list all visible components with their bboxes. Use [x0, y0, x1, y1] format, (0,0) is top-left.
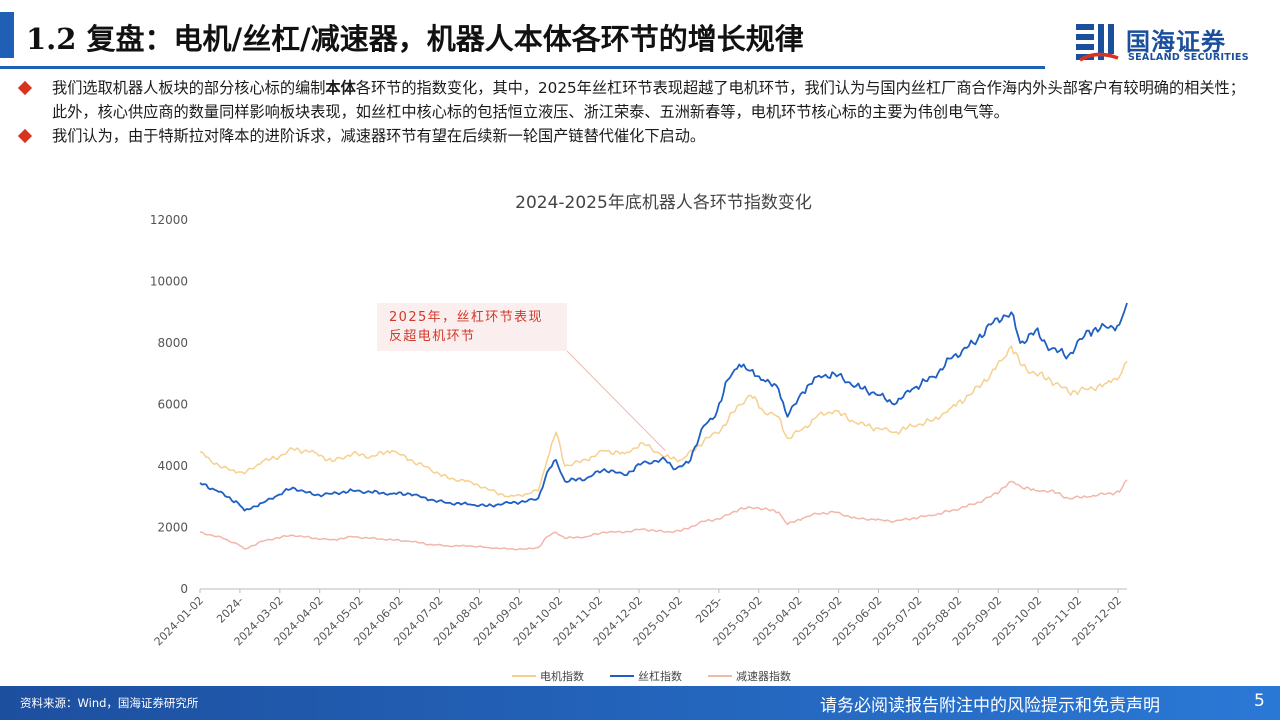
bullet-1-text-a: 我们选取机器人板块的部分核心标的编制 [52, 79, 326, 97]
bullet-item-2: 我们认为，由于特斯拉对降本的进阶诉求，减速器环节有望在后续新一轮国产链替代催化下… [17, 124, 1258, 148]
footer-source: 资料来源：Wind，国海证券研究所 [20, 696, 199, 710]
y-tick-label: 8000 [157, 336, 188, 350]
bullet-item-1: 我们选取机器人板块的部分核心标的编制本体各环节的指数变化，其中，2025年丝杠环… [17, 76, 1258, 124]
chart-annotation: 2025年，丝杠环节表现 反超电机环节 [377, 303, 567, 351]
bullet-diamond-icon [17, 80, 33, 96]
legend-label-2: 丝杠指数 [638, 669, 682, 683]
series-line-2 [199, 302, 1128, 512]
footer-bar: 资料来源：Wind，国海证券研究所 请务必阅读报告附注中的风险提示和免责声明 5 [0, 686, 1280, 720]
title-bar: 1.2 复盘：电机/丝杠/减速器，机器人本体各环节的增长规律 [0, 0, 1280, 72]
y-tick-label: 10000 [150, 275, 188, 289]
sealand-logo-icon [1076, 24, 1119, 62]
y-tick-label: 12000 [150, 213, 188, 227]
y-tick-label: 2000 [157, 521, 188, 535]
annotation-leader-line [566, 350, 666, 452]
logo-name-cn: 国海证券 [1126, 28, 1226, 56]
chart-title: 2024-2025年底机器人各环节指数变化 [515, 193, 812, 213]
y-tick-label: 4000 [157, 459, 188, 473]
legend-label-1: 电机指数 [540, 669, 584, 683]
footer-disclaimer: 请务必阅读报告附注中的风险提示和免责声明 [820, 696, 1160, 716]
y-tick-label: 6000 [157, 398, 188, 412]
bullet-diamond-icon [17, 128, 33, 144]
title-divider [0, 66, 1045, 69]
page-number: 5 [1254, 691, 1265, 711]
x-tick-label: 2025- [693, 594, 725, 626]
series-line-1 [199, 345, 1128, 498]
title-accent-bar [0, 12, 14, 58]
x-tick-label: 2024- [214, 594, 246, 626]
chart-svg: 2024-2025年底机器人各环节指数变化 0 2000 4000 6000 8000 10… [150, 193, 1128, 683]
company-logo: 国海证券 SEALAND SECURITIES [1074, 20, 1264, 68]
y-tick-label: 0 [180, 582, 188, 596]
page-title: 1.2 复盘：电机/丝杠/减速器，机器人本体各环节的增长规律 [26, 22, 804, 56]
legend-label-3: 减速器指数 [736, 669, 791, 683]
bullet-2-text: 我们认为，由于特斯拉对降本的进阶诉求，减速器环节有望在后续新一轮国产链替代催化下… [52, 127, 706, 145]
series-line-3 [199, 479, 1128, 551]
x-tick-label: 2024-01-02 [152, 594, 206, 648]
annotation-line-1: 2025年，丝杠环节表现 [389, 310, 543, 325]
bullet-1-text-b: 各环节的指数变化，其中，2025年丝杠环节表现超越了电机环节，我们认为与国内丝杠… [52, 79, 1245, 121]
line-chart: 2024-2025年底机器人各环节指数变化 0 2000 4000 6000 8000 10… [0, 180, 1280, 685]
bullet-list: 我们选取机器人板块的部分核心标的编制本体各环节的指数变化，其中，2025年丝杠环… [17, 76, 1258, 148]
bullet-1-text-bold: 本体 [325, 79, 356, 97]
annotation-line-2: 反超电机环节 [389, 329, 476, 344]
logo-name-en: SEALAND SECURITIES [1128, 52, 1249, 63]
